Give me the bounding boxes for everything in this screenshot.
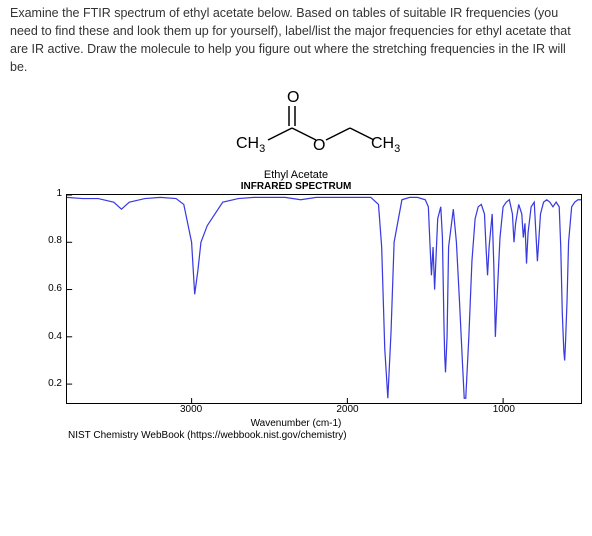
- atom-ch3-left: CH3: [236, 135, 265, 155]
- x-axis-label: Wavenumber (cm-1): [10, 418, 582, 429]
- atom-ch3-right: CH3: [371, 135, 400, 155]
- plot-area: [66, 194, 582, 404]
- y-axis-ticks: 10.80.60.40.2: [40, 194, 66, 404]
- molecule-structure: O CH3 O CH3: [0, 85, 592, 165]
- atom-o-ester: O: [313, 137, 325, 154]
- atom-o-top: O: [287, 89, 299, 106]
- x-axis-ticks: 300020001000: [66, 404, 582, 418]
- source-citation: NIST Chemistry WebBook (https://webbook.…: [10, 430, 582, 441]
- spectrum-figure: Ethyl Acetate INFRARED SPECTRUM Relative…: [0, 169, 592, 441]
- spectrum-subtitle: INFRARED SPECTRUM: [10, 181, 582, 192]
- question-text: Examine the FTIR spectrum of ethyl aceta…: [0, 0, 592, 85]
- spectrum-title: Ethyl Acetate: [10, 169, 582, 181]
